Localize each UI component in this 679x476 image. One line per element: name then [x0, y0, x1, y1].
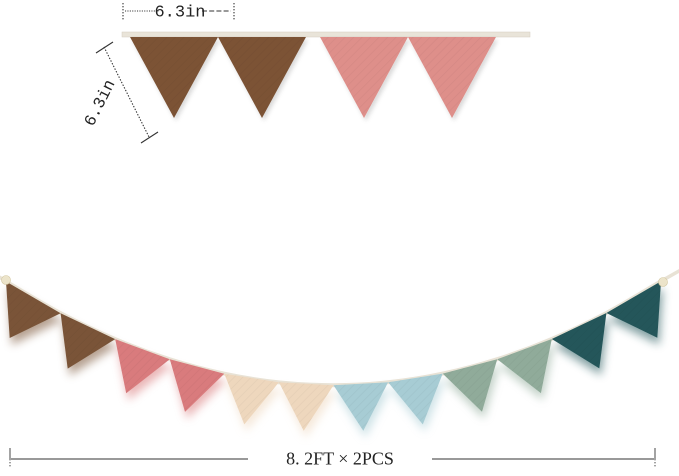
svg-text:8. 2FT × 2PCS: 8. 2FT × 2PCS: [286, 449, 394, 469]
svg-text:6.3in: 6.3in: [154, 4, 205, 23]
svg-text:6.3in: 6.3in: [80, 77, 119, 130]
